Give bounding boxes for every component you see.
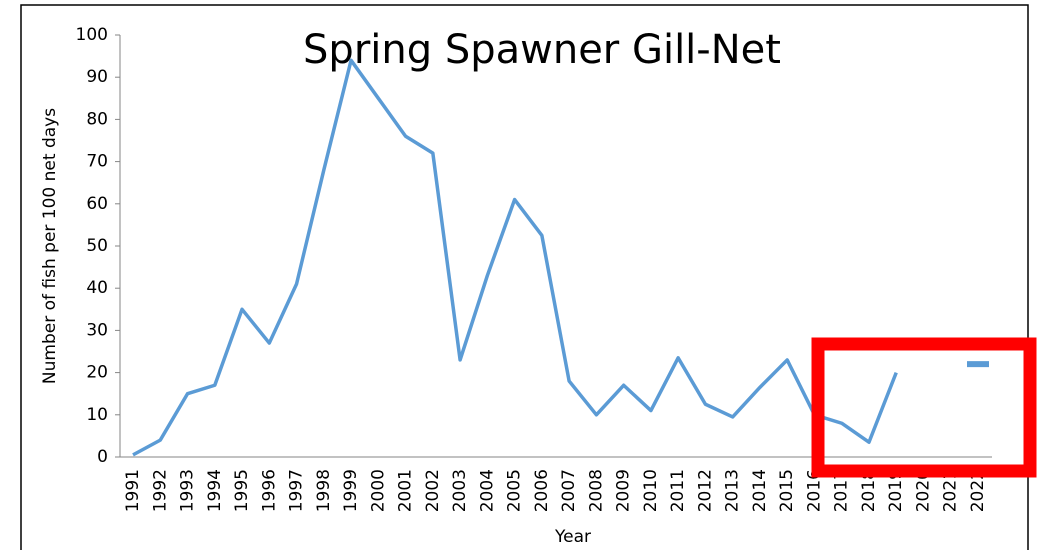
x-tick-label: 2012: [695, 469, 715, 512]
y-tick-label: 40: [86, 278, 108, 298]
x-tick-label: 2015: [777, 469, 797, 512]
x-tick-label: 2018: [859, 469, 879, 512]
y-tick-label: 70: [86, 152, 108, 172]
x-tick-label: 2006: [532, 469, 552, 512]
y-tick-label: 20: [86, 363, 108, 383]
x-tick-label: 2022: [968, 469, 988, 512]
x-tick-label: 2000: [368, 469, 388, 512]
x-tick-label: 1991: [123, 469, 143, 512]
x-tick-label: 1993: [178, 469, 198, 512]
x-tick-label: 2003: [450, 469, 470, 512]
x-tick-label: 1995: [232, 469, 252, 512]
x-tick-label: 1999: [341, 469, 361, 512]
highlight-box: [811, 337, 1037, 478]
x-tick-label: 2001: [396, 469, 416, 512]
chart-frame: [20, 4, 1029, 554]
y-tick-label: 80: [86, 109, 108, 129]
line-series: [132, 58, 898, 457]
x-tick-label: 2005: [505, 469, 525, 512]
x-tick-label: 1998: [314, 469, 334, 512]
y-tick-label: 0: [97, 447, 108, 467]
chart-title: Spring Spawner Gill-Net: [303, 27, 781, 73]
x-tick-label: 2007: [559, 469, 579, 512]
x-tick-label: 2016: [804, 469, 824, 512]
x-tick-label: 2002: [423, 469, 443, 512]
x-tick-label: 2011: [668, 469, 688, 512]
x-tick-label: 2014: [750, 469, 770, 512]
x-tick-label: 2021: [941, 469, 961, 512]
y-tick-label: 50: [86, 236, 108, 256]
x-tick-label: 2004: [477, 469, 497, 512]
y-tick-label: 60: [86, 194, 108, 214]
y-axis-label: Number of fish per 100 net days: [40, 108, 60, 384]
x-tick-label: 2009: [614, 469, 634, 512]
x-tick-label: 2017: [832, 469, 852, 512]
x-tick-label: 1992: [150, 469, 170, 512]
x-tick-label: 2020: [913, 469, 933, 512]
x-tick-label: 2013: [723, 469, 743, 512]
x-tick-label: 2010: [641, 469, 661, 512]
y-tick-label: 30: [86, 320, 108, 340]
y-tick-label: 90: [86, 67, 108, 87]
x-tick-label: 2019: [886, 469, 906, 512]
x-tick-label: 1997: [287, 469, 307, 512]
y-tick-label: 10: [86, 405, 108, 425]
x-tick-label: 2008: [586, 469, 606, 512]
x-axis-label: Year: [554, 527, 591, 547]
x-tick-label: 1996: [259, 469, 279, 512]
y-tick-label: 100: [76, 25, 108, 45]
x-tick-label: 1994: [205, 469, 225, 512]
